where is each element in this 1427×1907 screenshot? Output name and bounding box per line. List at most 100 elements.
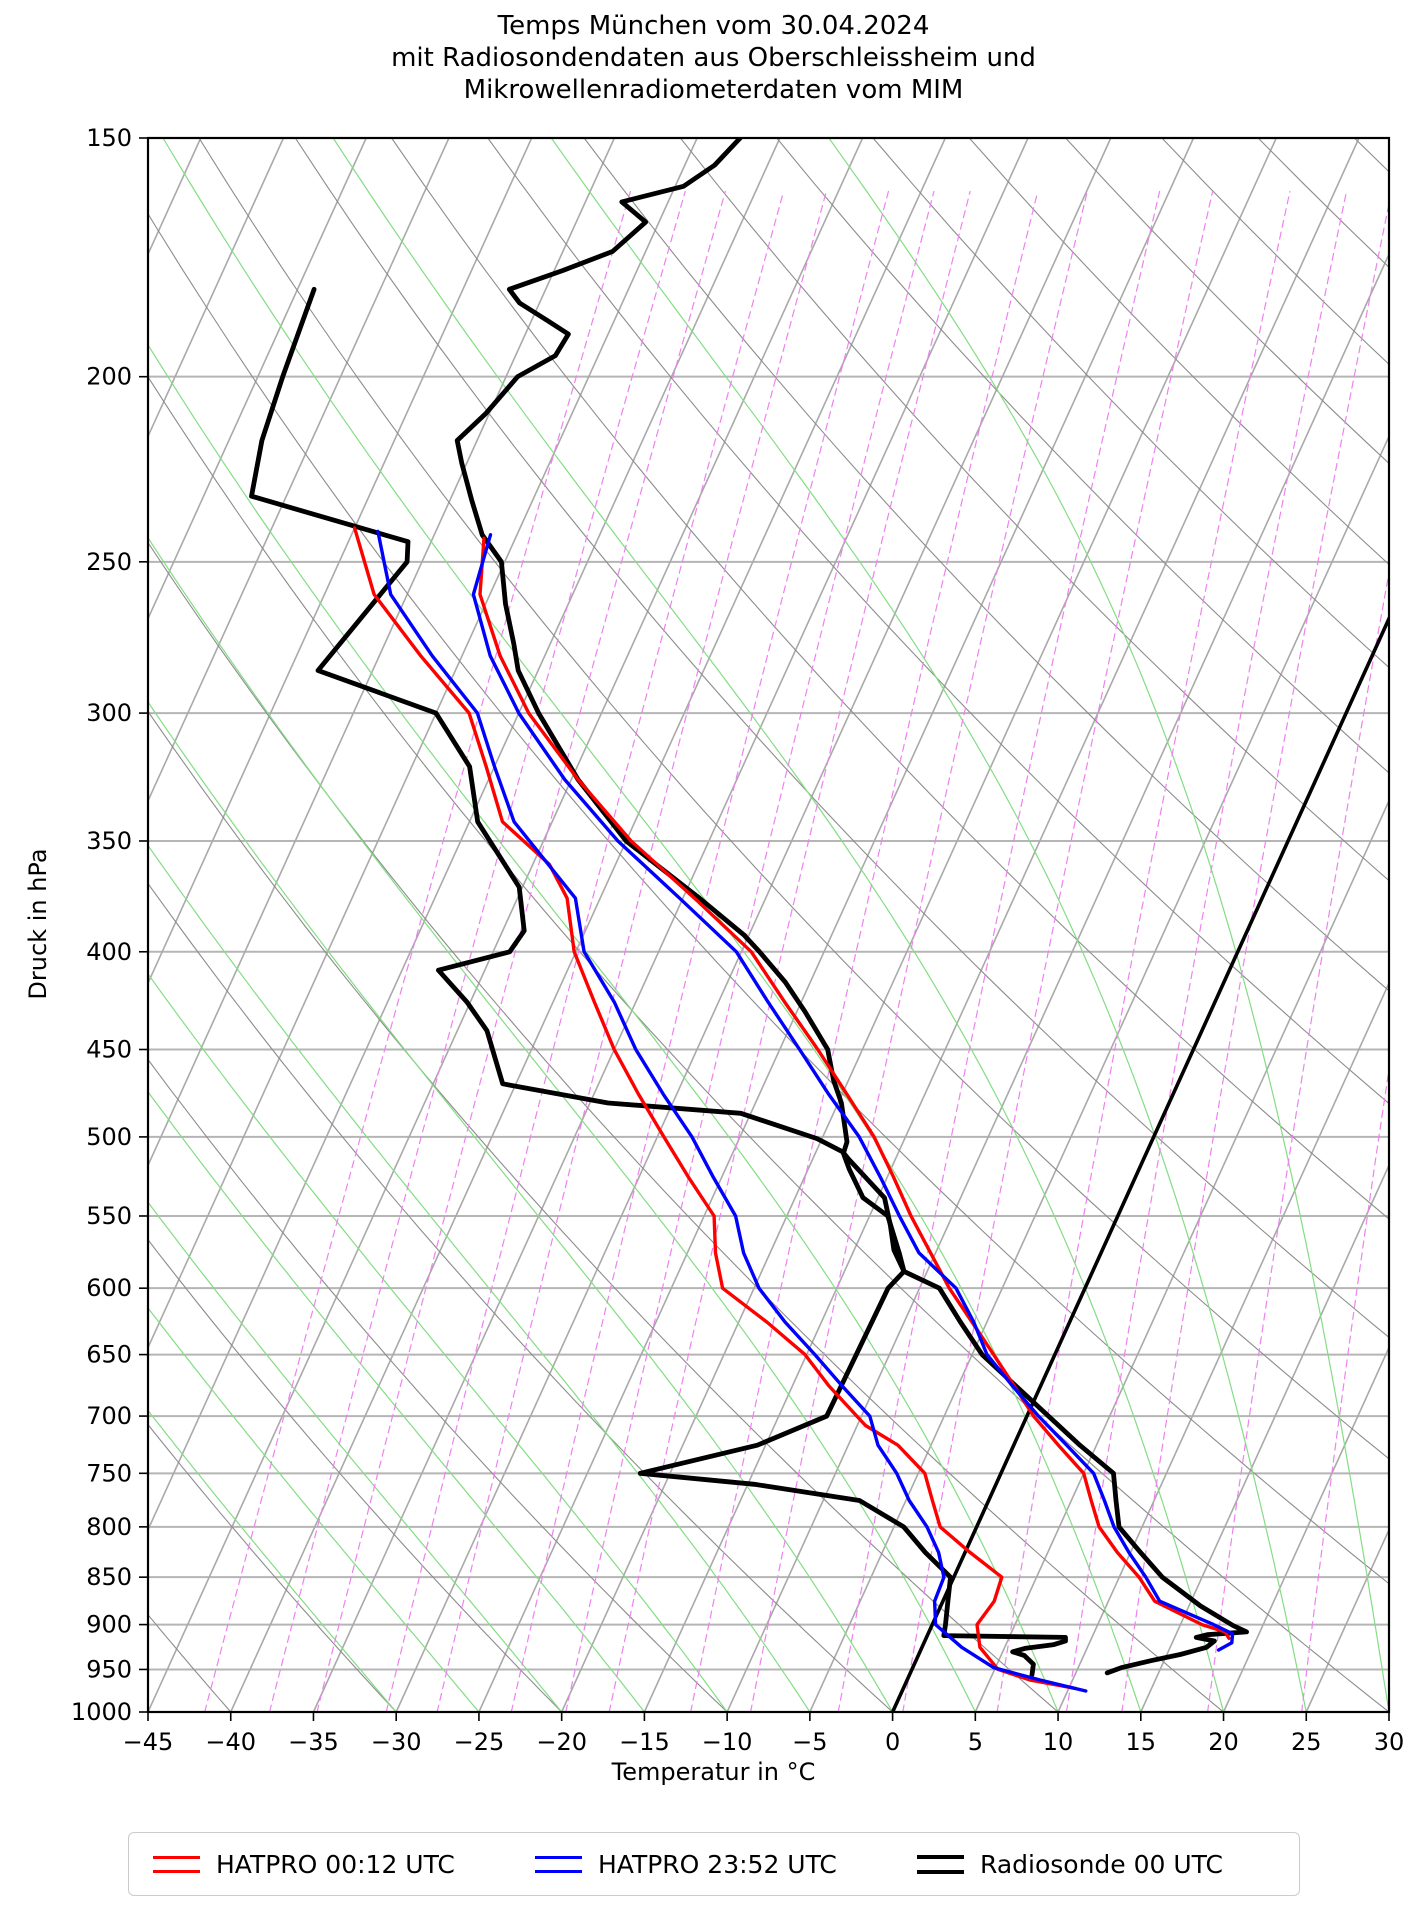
moist-adiabat-line (828, 138, 1389, 1712)
isotherm-line (1222, 1345, 1389, 1712)
mixing-ratio-line (1301, 1065, 1389, 1712)
x-tick-label: −20 (536, 1728, 587, 1756)
dry-adiabat-line (487, 138, 1389, 1105)
isotherm-line (1057, 981, 1389, 1712)
mixing-ratio-line (996, 190, 1291, 1712)
dry-adiabat-line (148, 541, 1225, 1712)
y-tick-label: 150 (86, 124, 132, 152)
moist-adiabat-line (148, 1307, 480, 1712)
y-tick-label: 350 (86, 827, 132, 855)
x-tick-label: 10 (1043, 1728, 1074, 1756)
chart-title-line3: Mikrowellenradiometerdaten vom MIM (463, 75, 964, 105)
x-tick-label: 30 (1374, 1728, 1405, 1756)
mixing-ratio-line (608, 190, 971, 1712)
y-tick-label: 950 (86, 1655, 132, 1683)
dry-adiabat-line (391, 138, 1389, 1220)
chart-title-line2: mit Radiosondendaten aus Oberschleisshei… (391, 43, 1036, 73)
moist-adiabat-line (148, 1201, 563, 1712)
y-tick-label: 500 (86, 1123, 132, 1151)
y-tick-label: 850 (86, 1563, 132, 1591)
chart-title: Temps München vom 30.04.2024 mit Radioso… (0, 10, 1427, 106)
isotherm-line (229, 138, 947, 1712)
bold-zero-isotherm-line (890, 614, 1389, 1712)
mixing-ratio-line (1121, 200, 1389, 1712)
x-tick-label: −35 (288, 1728, 339, 1756)
dry-adiabat-line (148, 882, 894, 1712)
isotherm-line (891, 616, 1389, 1712)
dry-adiabat-line (776, 138, 1389, 774)
y-tick-label: 700 (86, 1402, 132, 1430)
isotherm-line (974, 798, 1389, 1712)
dry-adiabat-line (198, 138, 1389, 1460)
dry-adiabat-line (1065, 138, 1389, 465)
isotherm-line (312, 138, 1029, 1712)
chart-title-line1: Temps München vom 30.04.2024 (497, 11, 930, 41)
x-tick-label: −5 (792, 1728, 827, 1756)
mixing-ratio-line (316, 190, 726, 1712)
isotherm-line (148, 138, 781, 1532)
moist-adiabat-line (148, 1409, 397, 1712)
isotherm-line (148, 138, 285, 439)
dry-adiabat-line (148, 710, 1059, 1712)
x-tick-label: 25 (1291, 1728, 1322, 1756)
x-axis-label: Temperatur in °C (611, 1758, 816, 1786)
moist-adiabat-line (148, 343, 1059, 1712)
x-tick-label: 20 (1208, 1728, 1239, 1756)
x-tick-label: −40 (205, 1728, 256, 1756)
isotherm-line (395, 138, 1112, 1712)
y-tick-label: 1000 (71, 1698, 132, 1726)
dry-adiabat-line (294, 138, 1389, 1339)
isotherm-line (148, 138, 533, 986)
y-tick-label: 450 (86, 1035, 132, 1063)
radiosonde-00-dewpoint-curve (249, 286, 1068, 1678)
black-double-line-icon (917, 1854, 964, 1874)
isotherm-line (809, 434, 1389, 1712)
hatpro-2352-temperature-curve (471, 533, 1235, 1652)
moist-adiabat-line (332, 138, 1225, 1712)
isotherm-line (148, 138, 450, 803)
legend-label-radiosonde: Radiosonde 00 UTC (980, 1849, 1223, 1879)
legend-label-hatpro-2352: HATPRO 23:52 UTC (598, 1849, 837, 1879)
mixing-ratio-line (690, 190, 1039, 1712)
isotherm-line (726, 252, 1389, 1712)
red-double-line-icon (153, 1855, 200, 1873)
hatpro-0012-dewpoint-curve (352, 526, 1078, 1691)
dry-adiabat-line (148, 212, 1389, 1585)
isotherm-line (478, 138, 1195, 1712)
legend-box: HATPRO 00:12 UTC HATPRO 23:52 UTC Radios… (128, 1832, 1300, 1896)
isotherm-line (1140, 1163, 1389, 1712)
dry-adiabat-line (148, 1058, 728, 1712)
blue-double-line-icon (535, 1855, 582, 1873)
x-tick-label: −45 (123, 1728, 174, 1756)
isotherm-line (148, 138, 864, 1712)
mixing-ratio-line (1393, 192, 1427, 1713)
isotherm-line (1388, 1710, 1389, 1712)
dry-adiabat-line (583, 138, 1389, 992)
dry-adiabat-line (148, 1423, 397, 1712)
moist-adiabat-line (162, 138, 1142, 1712)
legend-item-hatpro-0012: HATPRO 00:12 UTC (153, 1850, 535, 1879)
mixing-ratio-line (1065, 190, 1348, 1712)
y-tick-label: 200 (86, 363, 132, 391)
moist-adiabat-line (148, 844, 811, 1712)
x-tick-label: −10 (702, 1728, 753, 1756)
y-tick-label: 800 (86, 1513, 132, 1541)
y-tick-label: 400 (86, 938, 132, 966)
moist-adiabat-line (148, 536, 976, 1712)
skewt-plot-canvas: 1502002503003504004505005506006507007508… (71, 124, 1427, 1756)
y-tick-label: 900 (86, 1611, 132, 1639)
isotherm-line (148, 138, 367, 621)
hatpro-2352-dewpoint-curve (376, 529, 1088, 1693)
x-tick-label: −25 (454, 1728, 505, 1756)
dry-adiabat-line (1257, 138, 1389, 269)
isotherm-line (1305, 1527, 1389, 1712)
x-tick-label: 0 (885, 1728, 900, 1756)
mixing-ratio-line (750, 190, 1088, 1712)
dry-adiabat-line (872, 138, 1389, 669)
y-tick-label: 250 (86, 548, 132, 576)
y-tick-label: 650 (86, 1341, 132, 1369)
mixing-ratio-line (1207, 569, 1389, 1712)
y-tick-label: 300 (86, 699, 132, 727)
y-tick-label: 600 (86, 1274, 132, 1302)
